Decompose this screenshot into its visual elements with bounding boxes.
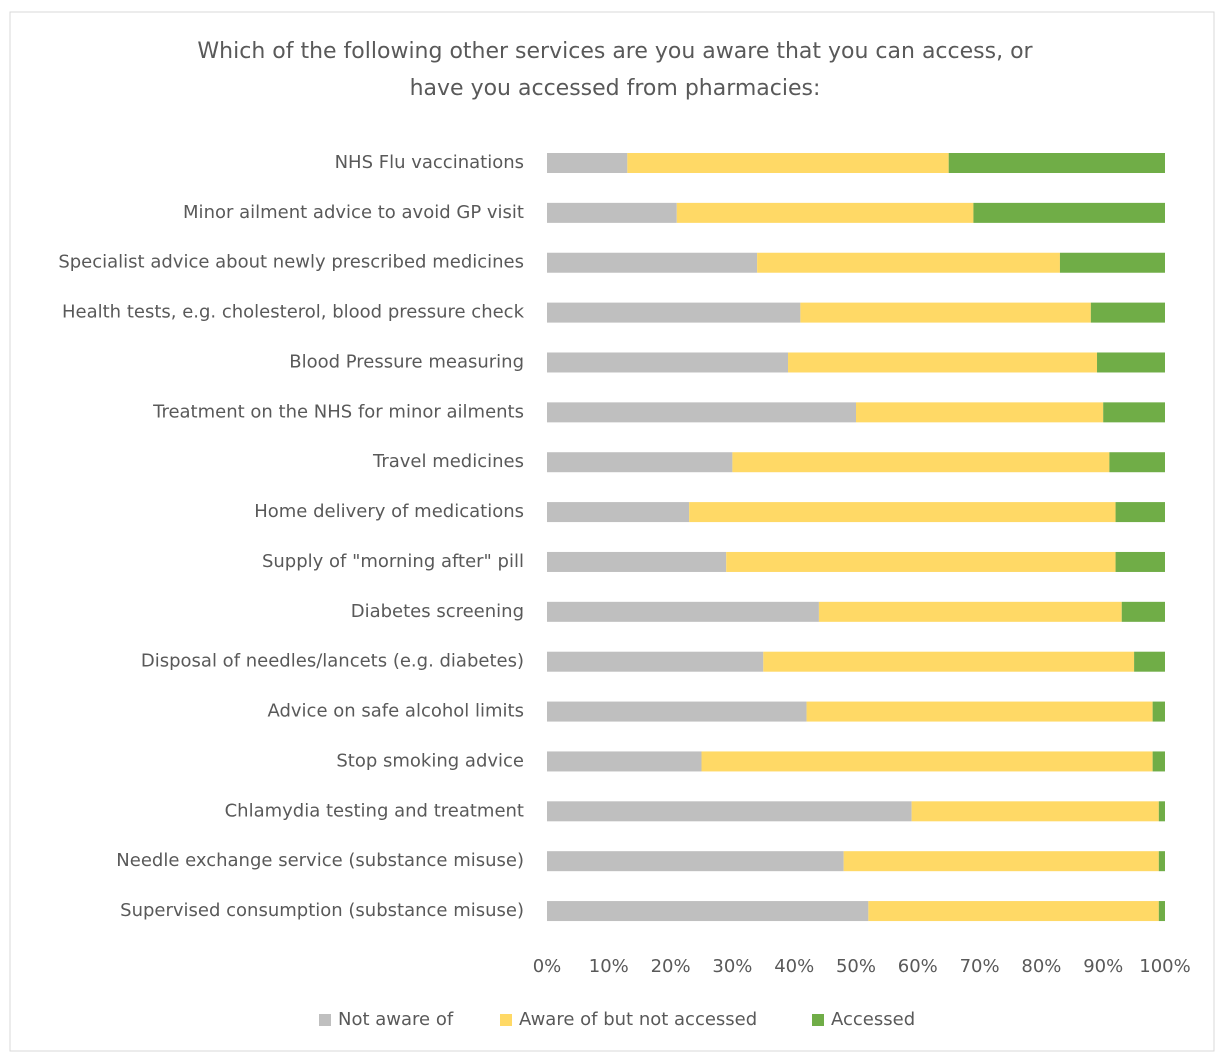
bar-segment bbox=[547, 901, 869, 922]
bar-segment bbox=[1158, 851, 1165, 872]
x-tick-label: 70% bbox=[960, 956, 1000, 977]
legend-label: Not aware of bbox=[338, 1009, 454, 1030]
y-tick-label: Chlamydia testing and treatment bbox=[225, 800, 524, 821]
y-tick-label: NHS Flu vaccinations bbox=[335, 152, 524, 173]
y-tick-label: Home delivery of medications bbox=[254, 501, 524, 522]
bar-segment bbox=[1109, 452, 1165, 473]
y-tick-label: Disposal of needles/lancets (e.g. diabet… bbox=[141, 651, 524, 672]
bar-segment bbox=[676, 202, 974, 223]
bar-segment bbox=[757, 252, 1060, 273]
bar-segment bbox=[843, 851, 1159, 872]
bar-segment bbox=[973, 202, 1165, 223]
bar-segment bbox=[1121, 601, 1165, 622]
bar-segment bbox=[547, 851, 844, 872]
y-tick-label: Diabetes screening bbox=[351, 601, 524, 622]
x-tick-label: 50% bbox=[836, 956, 876, 977]
x-tick-label: 60% bbox=[898, 956, 938, 977]
y-tick-label: Blood Pressure measuring bbox=[289, 351, 524, 372]
y-tick-label: Stop smoking advice bbox=[336, 750, 524, 771]
legend-swatch bbox=[812, 1014, 824, 1026]
bar-segment bbox=[1090, 302, 1165, 323]
bar-segment bbox=[547, 352, 789, 373]
chart-title: Which of the following other services ar… bbox=[197, 39, 1033, 64]
bar-segment bbox=[818, 601, 1122, 622]
legend-swatch bbox=[500, 1014, 512, 1026]
bar-segment bbox=[726, 551, 1116, 572]
y-tick-label: Specialist advice about newly prescribed… bbox=[58, 252, 524, 273]
bar-segment bbox=[1103, 402, 1165, 423]
y-tick-label: Minor ailment advice to avoid GP visit bbox=[183, 202, 524, 223]
x-tick-label: 20% bbox=[651, 956, 691, 977]
bar-segment bbox=[1115, 551, 1165, 572]
bar-segment bbox=[800, 302, 1091, 323]
bar-segment bbox=[701, 751, 1153, 772]
bar-segment bbox=[732, 452, 1110, 473]
chart-title: have you accessed from pharmacies: bbox=[410, 76, 821, 101]
bar-segment bbox=[1152, 701, 1165, 722]
bar-segment bbox=[547, 502, 690, 523]
bar-segment bbox=[856, 402, 1104, 423]
y-tick-label: Needle exchange service (substance misus… bbox=[116, 850, 524, 871]
bar-segment bbox=[547, 302, 801, 323]
y-tick-label: Supervised consumption (substance misuse… bbox=[120, 900, 524, 921]
bar-segment bbox=[1152, 751, 1165, 772]
legend-label: Aware of but not accessed bbox=[519, 1009, 757, 1030]
bar-segment bbox=[1134, 651, 1165, 672]
y-tick-label: Supply of "morning after" pill bbox=[262, 551, 524, 572]
y-tick-label: Treatment on the NHS for minor ailments bbox=[152, 401, 524, 422]
x-tick-label: 0% bbox=[533, 956, 562, 977]
bar-segment bbox=[547, 153, 628, 173]
bar-segment bbox=[868, 901, 1159, 922]
bar-segment bbox=[788, 352, 1098, 373]
bar-segment bbox=[1097, 352, 1165, 373]
x-tick-label: 90% bbox=[1083, 956, 1123, 977]
legend-swatch bbox=[319, 1014, 331, 1026]
x-tick-label: 100% bbox=[1139, 956, 1190, 977]
bar-segment bbox=[547, 252, 758, 273]
x-tick-label: 30% bbox=[712, 956, 752, 977]
chart-border bbox=[9, 11, 1215, 1052]
bar-segment bbox=[547, 751, 702, 772]
bar-segment bbox=[547, 601, 819, 622]
bar-segment bbox=[547, 551, 727, 572]
bar-segment bbox=[547, 402, 856, 423]
x-tick-label: 40% bbox=[774, 956, 814, 977]
legend-label: Accessed bbox=[831, 1009, 915, 1030]
bar-segment bbox=[1059, 252, 1165, 273]
bar-segment bbox=[547, 202, 677, 223]
bar-segment bbox=[689, 502, 1116, 523]
bar-segment bbox=[1158, 901, 1165, 922]
x-tick-label: 10% bbox=[589, 956, 629, 977]
y-tick-label: Health tests, e.g. cholesterol, blood pr… bbox=[62, 302, 525, 323]
bar-segment bbox=[627, 153, 949, 173]
bar-segment bbox=[763, 651, 1135, 672]
bar-segment bbox=[547, 701, 807, 722]
y-tick-label: Travel medicines bbox=[372, 451, 524, 472]
x-tick-label: 80% bbox=[1021, 956, 1061, 977]
bar-segment bbox=[1115, 502, 1165, 523]
bar-segment bbox=[806, 701, 1153, 722]
bar-segment bbox=[1158, 801, 1165, 822]
bar-segment bbox=[547, 651, 764, 672]
y-tick-label: Advice on safe alcohol limits bbox=[267, 701, 524, 722]
bar-segment bbox=[911, 801, 1159, 822]
bar-segment bbox=[547, 452, 733, 473]
bar-segment bbox=[948, 153, 1165, 173]
bar-segment bbox=[547, 801, 912, 822]
